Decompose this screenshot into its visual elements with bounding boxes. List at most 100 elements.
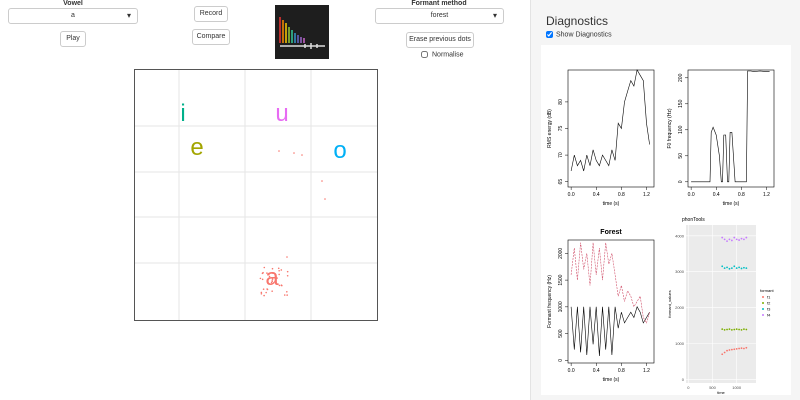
x-axis-label: time — [717, 390, 725, 395]
legend-swatch — [762, 314, 764, 316]
vowel-dot — [261, 278, 264, 281]
checkbox[interactable] — [546, 31, 553, 38]
y-tick-label: 500 — [558, 329, 564, 338]
data-point — [728, 328, 731, 331]
vowel-dot — [263, 294, 265, 297]
vowel-select[interactable]: a — [8, 8, 138, 24]
series-line — [570, 69, 650, 172]
vowel-dot — [272, 282, 275, 284]
legend-label: f1 — [767, 295, 771, 300]
play-button[interactable]: Play — [60, 31, 86, 47]
vowel-dot — [280, 284, 283, 287]
vowel-dot — [275, 279, 277, 282]
x-tick-label: 1.2 — [643, 192, 650, 198]
data-point — [738, 239, 741, 241]
data-point — [743, 328, 745, 331]
vowel-letter: i — [180, 100, 185, 127]
series-line — [691, 70, 770, 183]
plot-title: phonTools — [682, 217, 705, 223]
x-tick-label: 0.0 — [568, 192, 575, 198]
data-point — [728, 238, 731, 241]
vowel-dot — [260, 291, 263, 294]
data-point — [726, 349, 728, 352]
vowel-dot — [271, 290, 273, 292]
vowel-dot — [270, 281, 273, 284]
vowel-letter: a — [265, 264, 279, 291]
vowel-plot[interactable]: ie u o a — [134, 69, 380, 322]
data-point — [743, 347, 745, 350]
vowel-dot — [277, 267, 280, 270]
diagnostics-panel: Diagnostics Show Diagnostics 0.0 0.4 0.8 1.… — [530, 0, 800, 400]
data-point — [740, 237, 743, 240]
data-point — [740, 347, 743, 350]
y-tick-label: 3000 — [675, 269, 685, 274]
data-point — [728, 349, 731, 351]
vowel-dot — [278, 284, 281, 287]
data-point — [745, 328, 748, 331]
compare-button[interactable]: Compare — [192, 29, 230, 45]
x-tick-label: 1.2 — [643, 368, 650, 374]
data-point — [730, 239, 733, 242]
data-point — [721, 328, 724, 331]
vowel-dot — [324, 198, 326, 200]
vowel-label: Vowel — [63, 0, 83, 7]
formant-select[interactable]: forest — [375, 8, 504, 24]
vowel-dot — [259, 277, 262, 280]
vowel-dot — [286, 291, 288, 293]
data-point — [745, 346, 748, 349]
x-tick-label: 0 — [687, 385, 690, 390]
data-point — [745, 236, 748, 239]
data-point — [735, 328, 738, 331]
vowel-dot — [271, 278, 274, 280]
data-point — [740, 267, 743, 270]
x-tick-label: 0.4 — [593, 192, 600, 198]
vowel-dot — [286, 256, 288, 258]
data-point — [730, 267, 733, 269]
x-tick-label: 1.2 — [763, 192, 770, 198]
data-point — [735, 347, 738, 350]
vowel-dot — [266, 272, 268, 274]
formant-label: Formant method — [411, 0, 467, 7]
data-point — [730, 328, 733, 331]
plot-title: Forest — [600, 229, 622, 236]
vowel-dot — [286, 274, 289, 277]
legend-title: formant — [760, 288, 774, 293]
y-tick-label: 2000 — [558, 248, 564, 259]
vowel-dot — [262, 288, 265, 290]
vowel-letter: o — [333, 137, 346, 164]
data-point — [728, 267, 731, 270]
data-point — [738, 347, 741, 350]
legend-swatch — [762, 302, 764, 304]
show-diagnostics[interactable]: Show Diagnostics — [546, 31, 612, 38]
vowel-dot — [278, 273, 280, 276]
normalise-checkbox[interactable]: Normalise — [421, 51, 464, 58]
y-tick-label: 100 — [678, 125, 684, 134]
x-tick-label: 0.8 — [618, 192, 625, 198]
vowel-dot — [265, 291, 267, 294]
checkbox[interactable] — [421, 51, 428, 58]
x-tick-label: 0.8 — [618, 368, 625, 374]
x-tick-label: 500 — [709, 385, 716, 390]
data-point — [726, 328, 728, 331]
record-button[interactable]: Record — [194, 6, 228, 22]
x-tick-label: 0.0 — [568, 368, 575, 374]
legend-label: f4 — [767, 313, 771, 318]
data-point — [743, 238, 745, 241]
y-tick-label: 75 — [558, 126, 564, 132]
y-tick-label: 1000 — [558, 301, 564, 312]
erase-button[interactable]: Erase previous dots — [406, 32, 474, 48]
legend-swatch — [762, 296, 764, 298]
y-tick-label: 1500 — [558, 274, 564, 285]
vowel-dot — [268, 275, 271, 278]
diagnostics-title: Diagnostics — [546, 14, 609, 28]
data-point — [723, 351, 726, 354]
y-axis-label: formant_values — [667, 290, 672, 317]
x-tick-label: 0.8 — [738, 192, 745, 198]
data-point — [740, 328, 743, 331]
x-tick-label: 0.4 — [593, 368, 600, 374]
data-point — [745, 267, 748, 269]
data-point — [726, 266, 728, 269]
vowel-dot — [260, 292, 263, 295]
data-point — [721, 265, 724, 268]
x-tick-label: 1000 — [732, 385, 742, 390]
